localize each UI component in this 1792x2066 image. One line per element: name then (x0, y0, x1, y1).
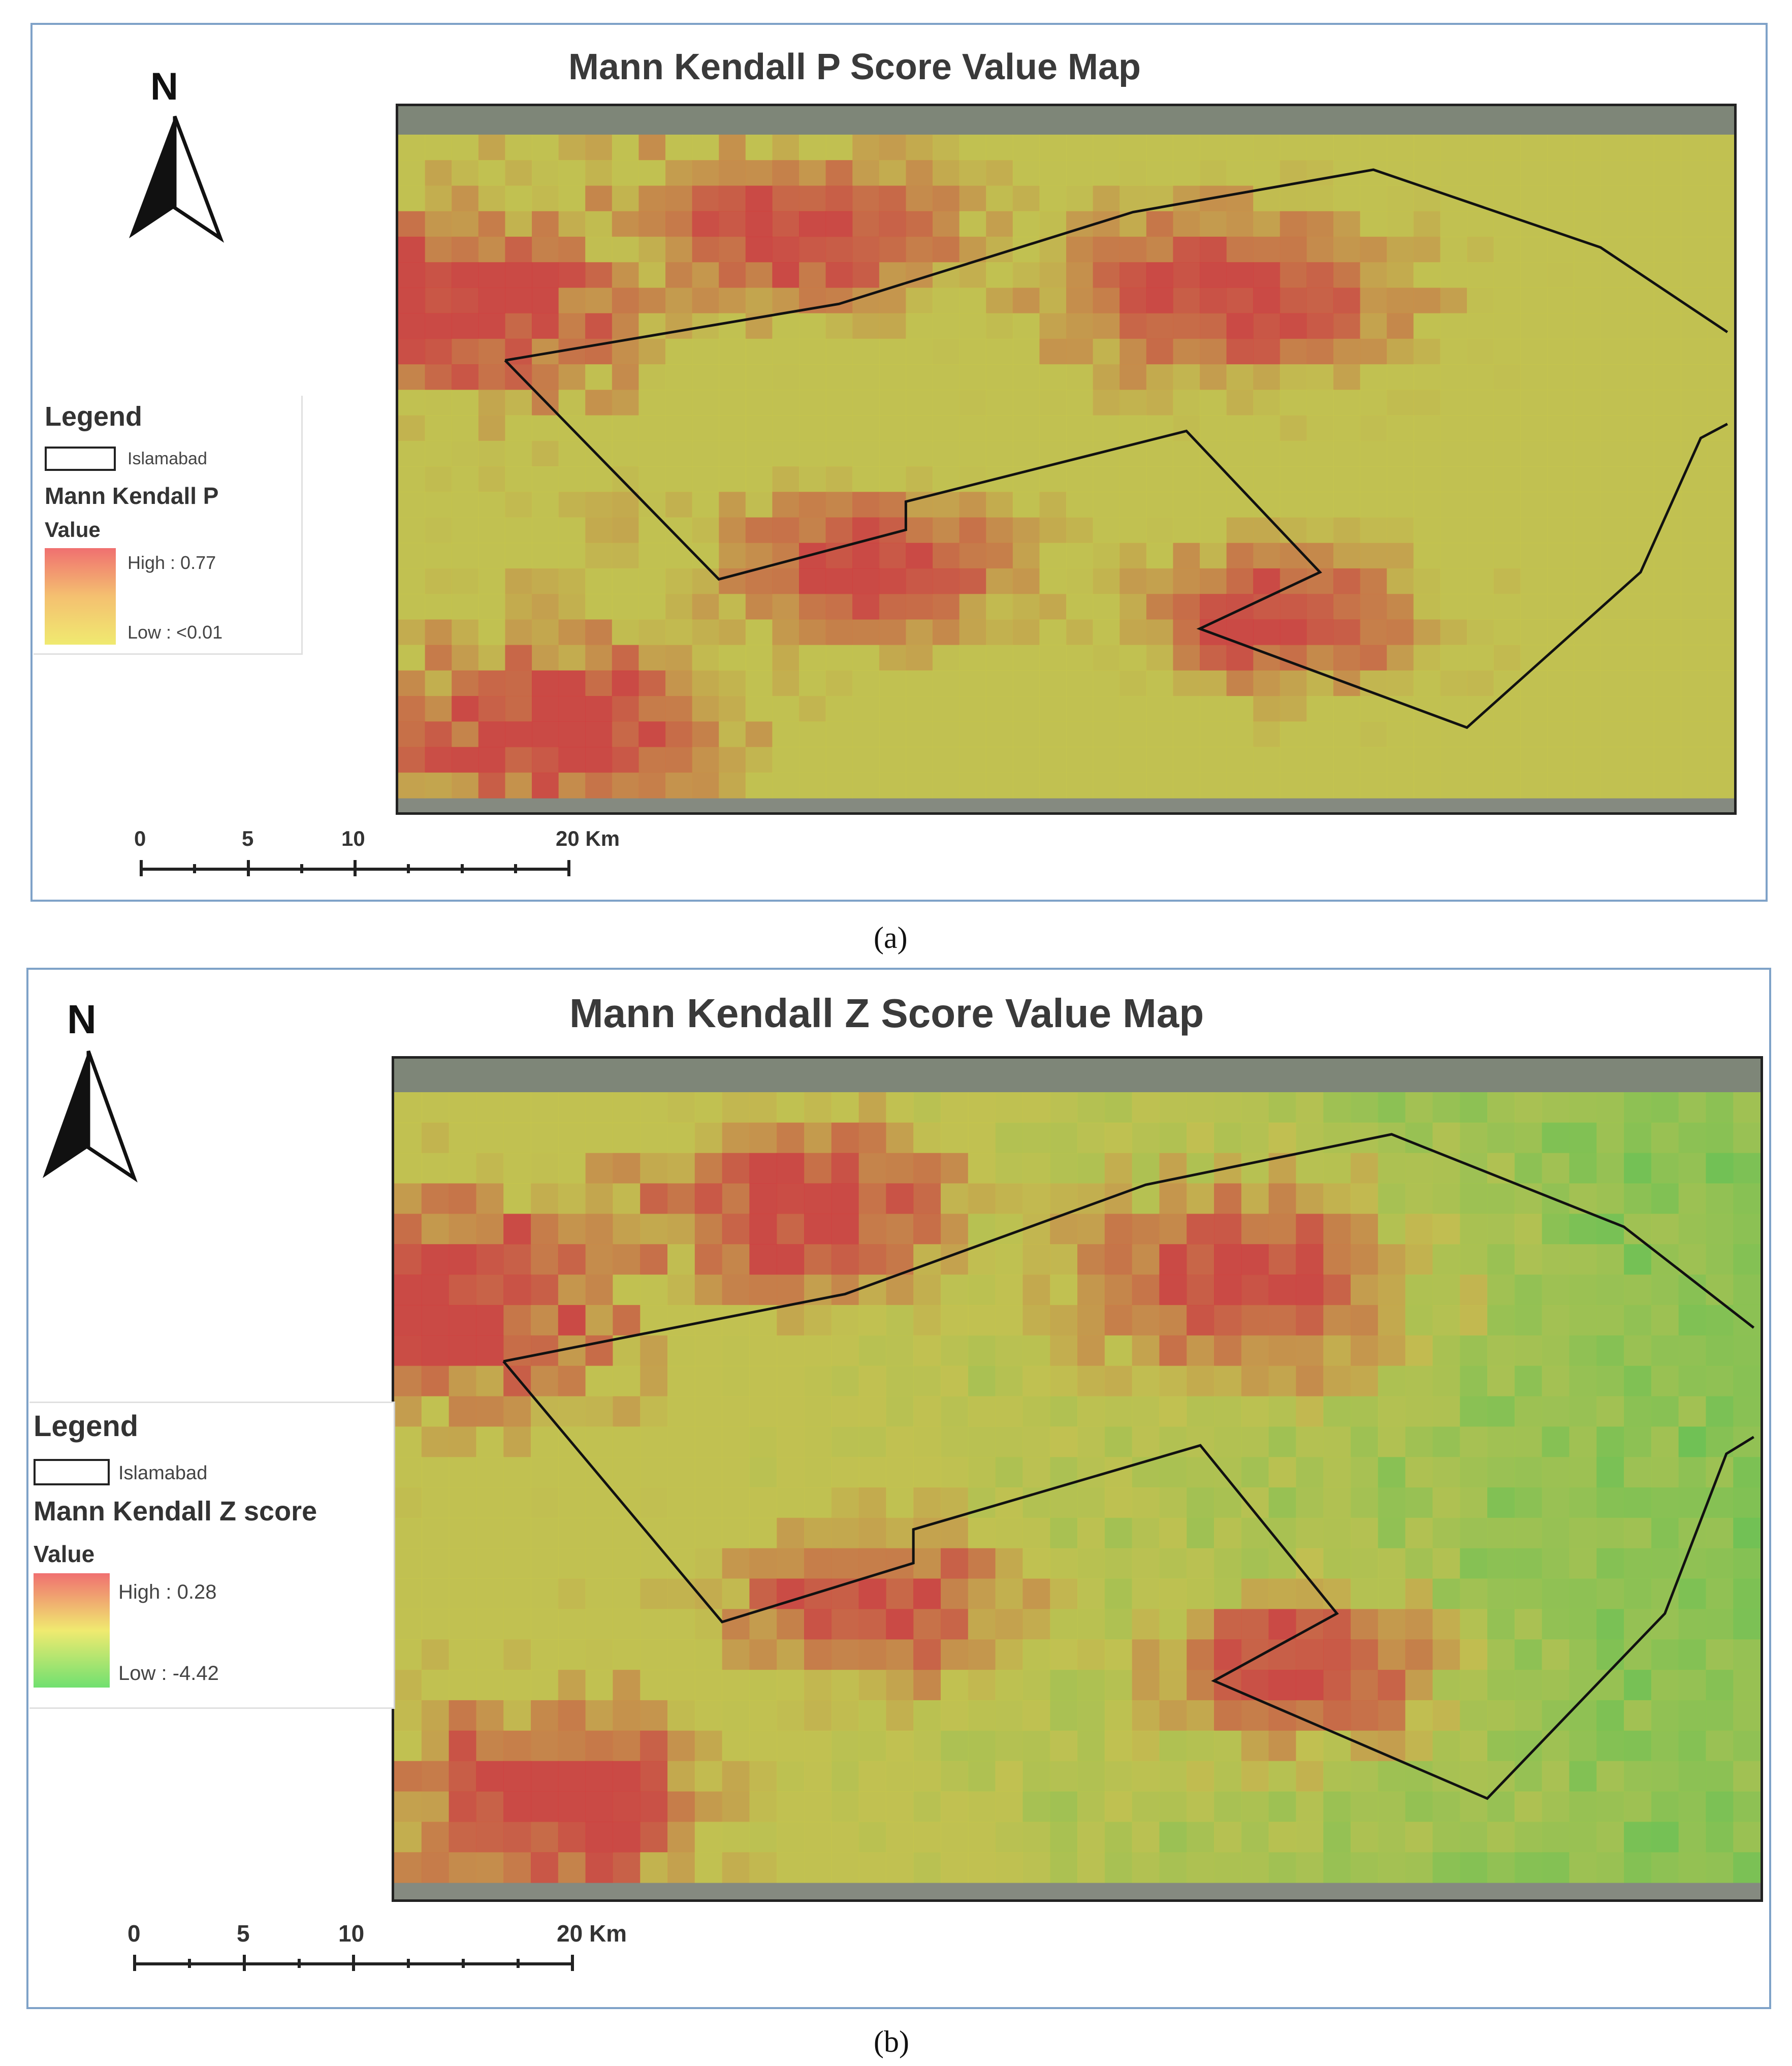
scale-label-20: 20 Km (557, 1920, 627, 1947)
north-arrow-icon (43, 1050, 138, 1183)
islamabad-boundary-north (504, 168, 1729, 362)
scale-label-0: 0 (127, 1920, 141, 1947)
raster-map[interactable] (394, 1059, 1761, 1899)
north-arrow-icon (129, 115, 225, 243)
scale-label-10: 10 (338, 1920, 365, 1947)
north-arrow-label: N (67, 997, 97, 1042)
high-label: High : 0.77 (127, 552, 216, 573)
scale-label-10: 10 (341, 827, 365, 850)
imagery-band-bottom (394, 1883, 1761, 1899)
low-label: Low : -4.42 (118, 1662, 219, 1684)
map-frame[interactable] (392, 1056, 1763, 1902)
islamabad-boundary-south (502, 1360, 1754, 1800)
map-title: Mann Kendall Z Score Value Map (569, 991, 1204, 1036)
value-label: Value (34, 1541, 95, 1567)
scale-label-5: 5 (237, 1920, 250, 1947)
map-title: Mann Kendall P Score Value Map (568, 47, 1141, 87)
boundary-swatch (45, 447, 116, 471)
value-label: Value (45, 518, 101, 542)
scale-bar (140, 860, 570, 876)
boundary-label: Islamabad (118, 1463, 208, 1484)
legend: Legend Islamabad Mann Kendall P Value Hi… (34, 396, 303, 655)
boundary-swatch (34, 1459, 110, 1485)
layer-label: Mann Kendall Z score (34, 1496, 317, 1527)
north-arrow-label: N (150, 65, 178, 108)
color-ramp (45, 548, 116, 645)
map-frame[interactable] (396, 104, 1737, 815)
caption-a: (a) (874, 921, 908, 955)
imagery-band-top (398, 106, 1734, 135)
legend-title: Legend (45, 401, 143, 432)
layer-label: Mann Kendall P (45, 483, 219, 509)
boundary-label: Islamabad (127, 449, 207, 468)
map-panel-b: Mann Kendall Z Score Value Map N Legend … (26, 968, 1771, 2009)
raster-map[interactable] (398, 106, 1734, 812)
scale-label-0: 0 (134, 827, 146, 850)
color-ramp (34, 1573, 110, 1688)
imagery-band-bottom (398, 798, 1734, 812)
legend-title: Legend (34, 1410, 139, 1443)
islamabad-boundary-north (503, 1133, 1755, 1363)
high-label: High : 0.28 (118, 1581, 217, 1603)
legend: Legend Islamabad Mann Kendall Z score Va… (29, 1402, 395, 1709)
raster-cells (394, 1092, 1761, 1883)
scale-bar (133, 1955, 574, 1971)
imagery-band-top (394, 1059, 1761, 1092)
scale-label-5: 5 (242, 827, 254, 850)
scale-label-20: 20 Km (556, 827, 620, 850)
caption-b: (b) (874, 2025, 909, 2058)
low-label: Low : <0.01 (127, 622, 223, 643)
islamabad-boundary-south (504, 359, 1728, 729)
map-panel-a: Mann Kendall P Score Value Map N Legend … (30, 23, 1768, 902)
